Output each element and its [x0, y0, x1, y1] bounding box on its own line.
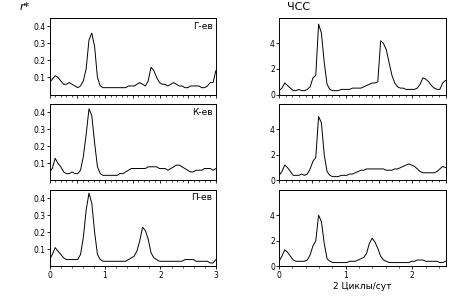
Text: ЧСС: ЧСС [288, 1, 310, 12]
Text: П-ев: П-ев [192, 194, 212, 202]
X-axis label: 2 Циклы/сут: 2 Циклы/сут [333, 282, 392, 291]
Text: К-ев: К-ев [192, 107, 212, 117]
Text: Г-ев: Г-ев [193, 22, 212, 30]
Text: r*: r* [19, 1, 30, 12]
